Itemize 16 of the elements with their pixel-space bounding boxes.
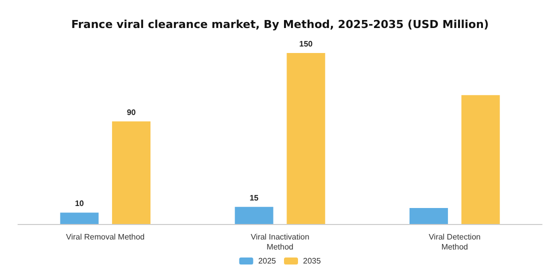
data-label: 15 bbox=[250, 193, 260, 202]
data-label: 150 bbox=[299, 40, 314, 48]
bar bbox=[461, 95, 500, 224]
bar bbox=[112, 121, 150, 224]
legend-label: 2035 bbox=[303, 256, 322, 266]
x-tick-label: Viral Removal Method bbox=[66, 232, 145, 242]
data-label: 90 bbox=[126, 108, 136, 117]
bar bbox=[286, 53, 326, 224]
bar bbox=[234, 206, 274, 224]
bar bbox=[410, 208, 448, 224]
chart-title: France viral clearance market, By Method, 2025-2035 (USD Million) bbox=[71, 18, 489, 31]
data-label: 10 bbox=[74, 199, 84, 208]
bar bbox=[60, 212, 99, 224]
x-tick-label: Viral Inactivation Method bbox=[250, 232, 310, 252]
x-tick-label: Viral Detection Method bbox=[428, 232, 481, 252]
legend-label: 2025 bbox=[258, 256, 277, 266]
